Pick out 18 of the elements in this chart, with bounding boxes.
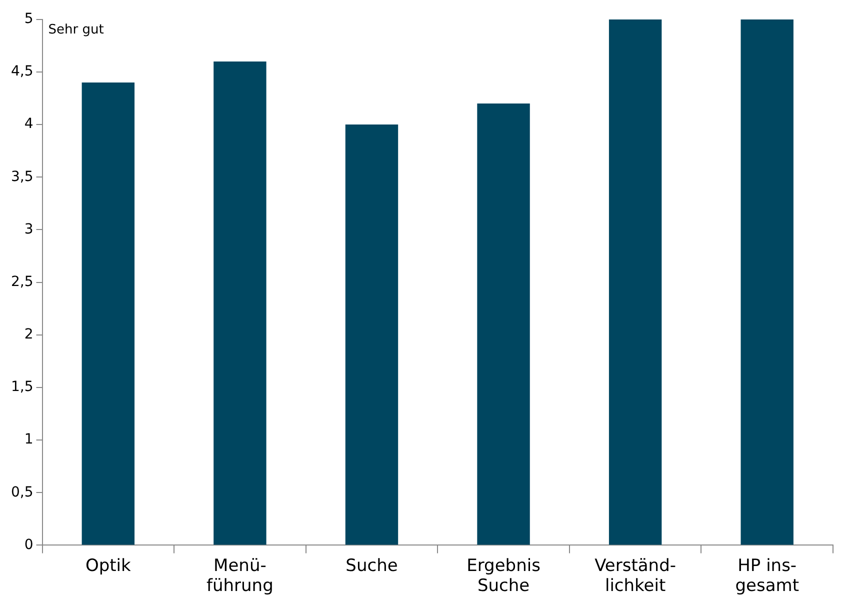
x-tick-label: Menü- führung (206, 556, 274, 596)
x-tick-label: Optik (85, 556, 132, 576)
x-tick-label: Suche (346, 556, 398, 576)
x-tick-label: Ergebnis Suche (466, 556, 541, 596)
y-tick-label: 2,5 (11, 274, 34, 290)
y-tick-label: 0 (24, 536, 34, 553)
y-tick-label: 5 (24, 11, 34, 28)
x-tick-label: HP ins- gesamt (735, 556, 800, 596)
y-tick-label: 4 (24, 116, 34, 132)
y-tick-label: 1 (24, 432, 34, 448)
y-tick-label: 3 (24, 221, 34, 238)
annotation: Sehr gut (48, 22, 104, 38)
y-tick-label: 1,5 (11, 379, 34, 396)
y-tick-label: 2 (24, 326, 34, 343)
x-tick-label: Verständ- lichkeit (594, 556, 676, 596)
y-tick-label: 4,5 (11, 64, 34, 80)
y-tick-label: 0,5 (11, 484, 34, 500)
y-tick-label: 3,5 (11, 168, 34, 185)
